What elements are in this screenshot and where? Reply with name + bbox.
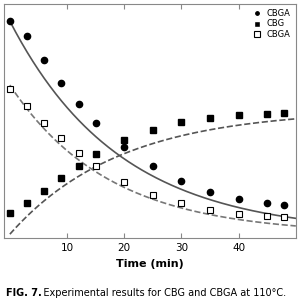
- Text: FIG. 7.: FIG. 7.: [6, 289, 42, 298]
- Legend: CBGA, CBG, CBGA: CBGA, CBG, CBGA: [248, 8, 292, 40]
- X-axis label: Time (min): Time (min): [116, 259, 184, 269]
- Text: Experimental results for CBG and CBGA at 110°C.: Experimental results for CBG and CBGA at…: [34, 289, 286, 298]
